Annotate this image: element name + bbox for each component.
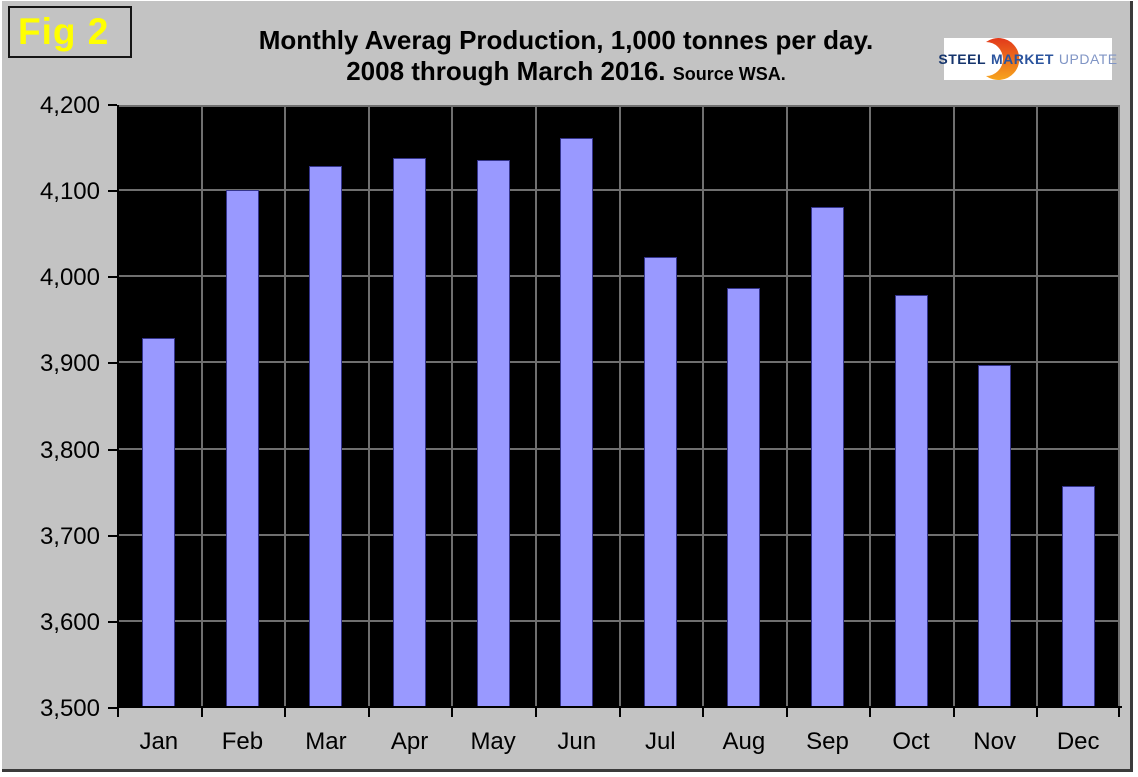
figure-label-box: Fig 2 [8,6,132,58]
logo-word-steel: STEEL [938,51,986,67]
chart-title-line2: 2008 through March 2016. Source WSA. [2,56,1130,90]
y-axis-tick-label: 3,500 [39,695,100,722]
x-axis-tick-label: Oct [892,728,930,755]
logo-crescent-icon [986,38,1020,80]
x-axis-tick [702,708,705,717]
y-axis-tick-label: 3,900 [39,350,100,378]
y-axis-tick-label: 3,800 [39,436,100,464]
v-gridline [367,105,370,708]
x-axis-tick [785,708,788,717]
bar [978,365,1012,708]
y-axis-tick [108,448,117,451]
x-axis-line [117,706,1122,708]
v-gridline [702,105,705,708]
logo-word-update: UPDATE [1058,51,1118,67]
x-axis-tick [869,708,872,717]
y-axis-tick-label: 4,200 [39,92,100,119]
y-axis-tick-label: 4,000 [39,264,100,292]
v-gridline [1036,105,1039,708]
x-axis-tick-label: May [470,728,516,755]
steel-market-update-logo: STEEL MARKET UPDATE [938,38,1117,80]
y-axis-tick [108,620,117,623]
x-axis-tick [618,708,621,717]
x-axis-tick [534,708,537,717]
y-axis-tick-label: 3,700 [39,522,100,550]
bar [1061,485,1095,708]
v-gridline [284,105,287,708]
v-gridline [618,105,621,708]
x-axis-tick-label: Apr [390,728,429,755]
x-axis-tick-label: Jan [139,728,179,755]
x-axis-tick [284,708,287,717]
x-axis-tick [200,708,203,717]
v-gridline [200,105,203,708]
x-axis-tick [952,708,955,717]
x-axis-tick-label: Jul [644,728,676,755]
x-axis-tick-label: Nov [973,728,1016,755]
bar [810,206,844,708]
x-axis-tick [1118,708,1120,717]
y-axis-line [117,105,119,708]
x-axis-tick-label: Jun [557,728,597,755]
y-axis-tick [108,534,117,537]
x-axis-tick [451,708,454,717]
x-axis-tick-label: Aug [722,728,766,755]
bar [393,157,427,708]
v-gridline [869,105,872,708]
v-gridline [451,105,454,708]
x-axis-tick [367,708,370,717]
y-axis-tick-label: 3,600 [39,608,100,636]
logo-word-market: MARKET [991,51,1054,67]
bar [643,256,677,708]
y-axis-tick [108,707,117,709]
v-gridline [534,105,537,708]
bar [225,190,259,708]
x-axis-tick-label: Feb [221,728,264,755]
y-axis-tick-label: 4,100 [39,178,100,206]
x-axis-tick-label: Sep [806,728,849,755]
bar [560,137,594,708]
chart-title-line2-text: 2008 through March 2016. [346,56,666,86]
v-gridline [785,105,788,708]
bar [727,288,761,708]
bar [309,166,343,708]
y-axis-tick [108,190,117,193]
v-gridline [952,105,955,708]
bar [142,337,176,708]
y-axis-tick [108,362,117,365]
chart-title-source: Source WSA. [672,64,786,84]
y-axis-tick [108,104,117,106]
bar [476,160,510,708]
chart-title-line1: Monthly Averag Production, 1,000 tonnes … [258,25,874,55]
x-axis-tick-label: Dec [1056,728,1100,755]
y-axis-tick [108,276,117,279]
chart-title: Monthly Averag Production, 1,000 tonnes … [2,25,1130,90]
figure-label: Fig 2 [18,11,110,52]
x-axis-tick-label: Mar [305,728,347,755]
bar [894,294,928,708]
x-axis-tick [117,708,119,717]
x-axis-tick [1036,708,1039,717]
v-gridline [1118,105,1120,708]
